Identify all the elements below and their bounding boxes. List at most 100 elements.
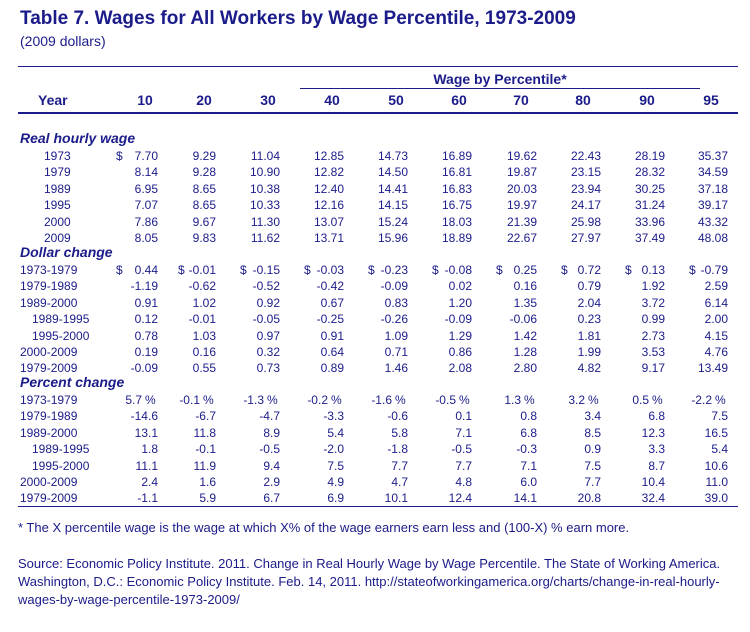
cell-value: -2.2 xyxy=(691,393,712,407)
dollar-sign: $ xyxy=(116,263,123,277)
table-row: 1973-1979 $ $ $ $ $ $ $ $ $ $0.44 -0.01 -0.15 -0.03 -0… xyxy=(0,263,750,279)
cell-value: 31.24 xyxy=(634,198,665,213)
cell-value: 0.8 xyxy=(520,409,537,424)
cell-value: 8.5 xyxy=(584,425,601,440)
cell-value: 11.30 xyxy=(250,214,280,229)
cell-value: 3.3 xyxy=(648,442,665,457)
header-percentile-80: 80 xyxy=(575,92,591,108)
header-percentile-60: 60 xyxy=(451,92,467,108)
cell-value: 0.23 xyxy=(577,312,601,327)
table-row: 1979-2009 -0.09 0.55 0.73 0.89 1.46 2.08 2.80 4.… xyxy=(0,361,750,377)
cell-value: 39.17 xyxy=(697,198,728,213)
cell-value: 7.1 xyxy=(455,425,472,440)
cell-value: 0.16 xyxy=(192,345,216,359)
row-label: 1979-1989 xyxy=(20,279,78,294)
cell-value: 0.97 xyxy=(256,328,280,343)
cell-value: 6.14 xyxy=(704,295,728,310)
cell-value: 2.59 xyxy=(704,279,728,294)
cell-value: -0.03 xyxy=(316,263,344,277)
row-label: 1995-2000 xyxy=(32,458,90,473)
cell-value: 0.86 xyxy=(448,345,472,359)
cell-value: 0.83 xyxy=(384,295,408,310)
cell-value: 11.0 xyxy=(705,475,728,489)
cell-value: 1.35 xyxy=(513,295,537,310)
cell-value: -0.05 xyxy=(252,312,280,327)
cell-value: -1.6 xyxy=(371,393,392,407)
cell-value: 13.49 xyxy=(697,361,728,376)
cell-value: -1.1 xyxy=(137,491,158,506)
cell-value: 33.96 xyxy=(634,214,665,229)
cell-value: 1.6 xyxy=(199,475,216,489)
cell-value: 6.8 xyxy=(520,425,537,440)
cell-value: 21.39 xyxy=(506,214,537,229)
cell-value: 11.8 xyxy=(193,425,216,440)
cell-value: 20.8 xyxy=(577,491,601,506)
row-label: 1973-1979 xyxy=(20,263,78,277)
cell-value: 8.7 xyxy=(648,458,665,473)
table-row: 1995-2000 11.1 11.9 9.4 7.5 7.7 7.7 7.1 7.5 8.7 10… xyxy=(0,459,750,475)
cell-value: 0.16 xyxy=(513,279,537,294)
cell-value: 12.85 xyxy=(313,149,344,163)
cell-value: -1.8 xyxy=(387,442,408,457)
cell-value: 4.15 xyxy=(704,328,728,343)
cell-value: 9.67 xyxy=(192,214,216,229)
cell-value: -0.62 xyxy=(188,279,216,294)
percent-sign: % xyxy=(267,393,278,407)
cell-value: -0.09 xyxy=(130,361,158,376)
row-label: 1995 xyxy=(44,198,71,213)
table-row: 2000-2009 2.4 1.6 2.9 4.9 4.7 4.8 6.0 7.7 10.4 11.… xyxy=(0,475,750,491)
cell-value: 18.03 xyxy=(441,214,472,229)
cell-value: 0.32 xyxy=(256,345,280,359)
row-label: 1989-2000 xyxy=(20,295,78,310)
cell-value: 37.49 xyxy=(634,231,665,245)
header-percentile-20: 20 xyxy=(196,92,212,108)
cell-value: 10.6 xyxy=(704,458,728,473)
cell-value: 11.9 xyxy=(193,458,216,473)
cell-value: 48.08 xyxy=(697,231,728,245)
cell-value: 12.40 xyxy=(313,181,344,196)
dollar-sign: $ xyxy=(304,263,311,277)
cell-value: 1.20 xyxy=(448,295,472,310)
cell-value: 1.8 xyxy=(141,442,158,457)
table-row: 1973-1979 5.7% -0.1% -1.3% -0.2% -1.6% -0.5% 1.… xyxy=(0,393,750,409)
cell-value: 23.15 xyxy=(570,165,601,180)
cell-value: 1.02 xyxy=(192,295,216,310)
cell-value: 0.73 xyxy=(256,361,280,376)
cell-value: 0.5 xyxy=(632,393,649,407)
cell-value: 28.19 xyxy=(634,149,665,163)
cell-value: -14.6 xyxy=(130,409,158,424)
cell-value: 2.9 xyxy=(263,475,280,489)
cell-value: 10.1 xyxy=(384,491,408,506)
cell-value: 22.43 xyxy=(570,149,601,163)
row-label: 1979-2009 xyxy=(20,361,78,376)
cell-value: 6.95 xyxy=(134,181,158,196)
cell-value: 0.02 xyxy=(448,279,472,294)
cell-value: 1.99 xyxy=(577,345,601,359)
cell-value: -0.1 xyxy=(195,442,216,457)
cell-value: 7.70 xyxy=(134,149,158,163)
cell-value: -3.3 xyxy=(323,409,344,424)
cell-value: 0.44 xyxy=(134,263,158,277)
cell-value: 20.03 xyxy=(506,181,537,196)
percent-sign: % xyxy=(331,393,342,407)
cell-value: 13.1 xyxy=(134,425,158,440)
cell-value: 0.9 xyxy=(584,442,601,457)
cell-value: 7.7 xyxy=(455,458,472,473)
cell-value: 0.19 xyxy=(134,345,158,359)
cell-value: 22.67 xyxy=(506,231,537,245)
table-row: 1995-2000 0.78 1.03 0.97 0.91 1.09 1.29 1.42 1.8… xyxy=(0,329,750,345)
table-row: 1989-1995 0.12 -0.01 -0.05 -0.25 -0.26 -0.09 -0… xyxy=(0,312,750,328)
percent-sign: % xyxy=(203,393,214,407)
cell-value: 14.50 xyxy=(377,165,408,180)
cell-value: 8.65 xyxy=(192,198,216,213)
cell-value: 7.1 xyxy=(520,458,537,473)
row-label: 1973-1979 xyxy=(20,393,78,407)
cell-value: -0.08 xyxy=(444,263,472,277)
percent-sign: % xyxy=(459,393,470,407)
table-row: 1989-2000 0.91 1.02 0.92 0.67 0.83 1.20 1.35 2.0… xyxy=(0,296,750,312)
percent-sign: % xyxy=(652,393,663,407)
percent-sign: % xyxy=(145,393,156,407)
table-row: 1979 8.14 9.28 10.90 12.82 14.50 16.81 19.87 23.… xyxy=(0,165,750,181)
cell-value: 19.62 xyxy=(506,149,537,163)
cell-value: -0.26 xyxy=(380,312,408,327)
